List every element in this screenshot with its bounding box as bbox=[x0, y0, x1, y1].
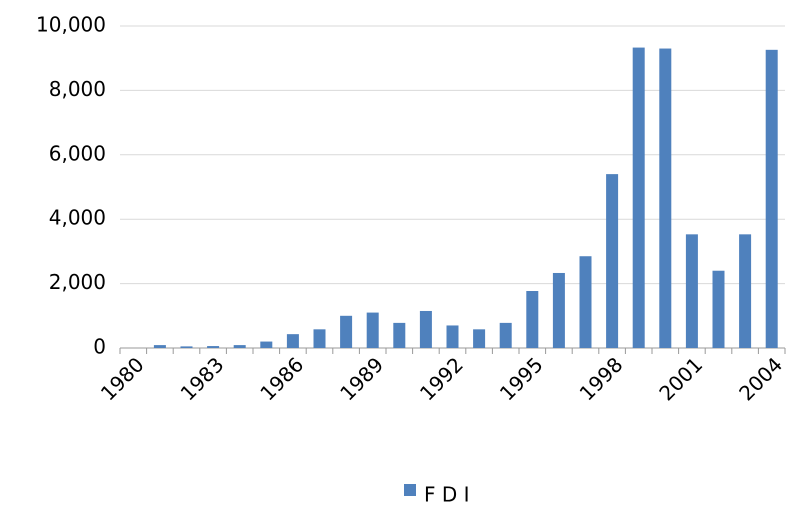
bar bbox=[552, 272, 565, 348]
bar bbox=[233, 345, 246, 348]
x-tick-label: 1983 bbox=[176, 352, 229, 405]
x-tick-label: 2001 bbox=[654, 352, 707, 405]
bar bbox=[765, 49, 778, 348]
bar bbox=[526, 291, 539, 348]
x-tick-label: 1986 bbox=[255, 352, 308, 405]
y-tick-label: 10,000 bbox=[36, 13, 106, 37]
x-tick-label: 2004 bbox=[734, 352, 787, 405]
legend-swatch bbox=[404, 484, 416, 496]
y-tick-label: 6,000 bbox=[49, 141, 106, 165]
bar bbox=[499, 322, 512, 348]
bar bbox=[366, 312, 379, 348]
bar bbox=[393, 322, 406, 348]
bar bbox=[473, 329, 486, 348]
bar bbox=[579, 256, 592, 348]
bar bbox=[340, 315, 353, 348]
bar bbox=[659, 48, 672, 348]
x-tick-label: 1998 bbox=[575, 352, 628, 405]
bar bbox=[685, 234, 698, 348]
y-tick-label: 0 bbox=[93, 335, 106, 359]
y-tick-label: 4,000 bbox=[49, 206, 106, 230]
bar bbox=[739, 234, 752, 348]
x-tick-label: 1989 bbox=[335, 352, 388, 405]
legend-label: F D I bbox=[424, 483, 470, 507]
bar bbox=[180, 346, 193, 348]
x-tick-label: 1995 bbox=[495, 352, 548, 405]
bar bbox=[712, 270, 725, 348]
bar bbox=[632, 47, 645, 348]
bar bbox=[606, 174, 619, 348]
x-tick-label: 1992 bbox=[415, 352, 468, 405]
bar bbox=[286, 334, 299, 348]
bar bbox=[419, 310, 432, 348]
bar bbox=[260, 341, 273, 348]
bar bbox=[446, 325, 459, 348]
x-tick-label: 1980 bbox=[96, 352, 149, 405]
bar bbox=[313, 329, 326, 348]
bar bbox=[153, 345, 166, 348]
y-tick-label: 2,000 bbox=[49, 270, 106, 294]
y-tick-label: 8,000 bbox=[49, 77, 106, 101]
bar bbox=[207, 346, 220, 348]
